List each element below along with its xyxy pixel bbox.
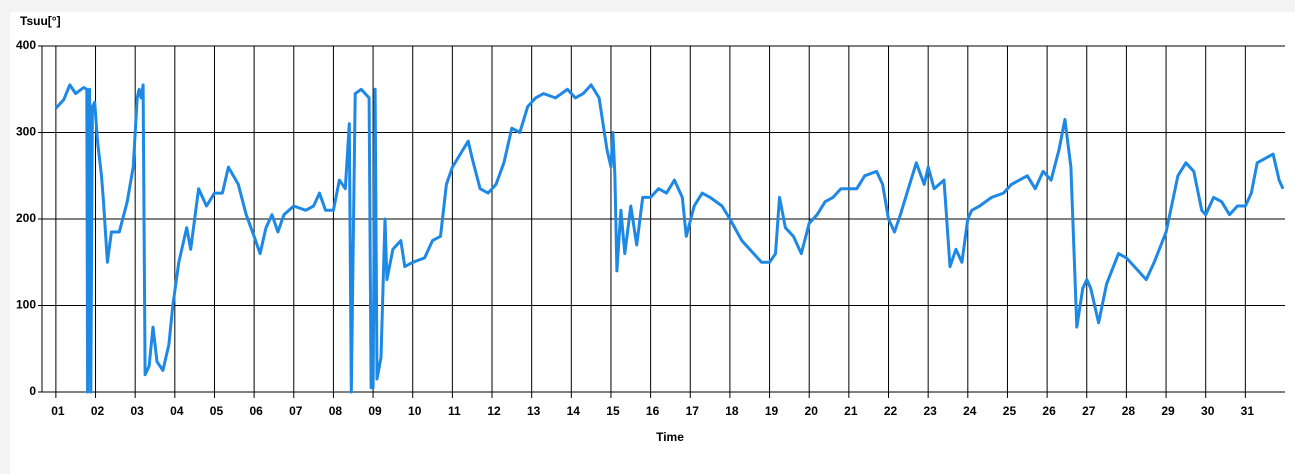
x-tick-label: 01 xyxy=(51,404,65,418)
y-tick-label: 300 xyxy=(16,125,36,139)
x-tick-label: 04 xyxy=(170,404,184,418)
x-tick-label: 25 xyxy=(1003,404,1017,418)
data-line xyxy=(54,83,1285,394)
x-tick-label: 14 xyxy=(567,404,581,418)
x-tick-label: 07 xyxy=(289,404,303,418)
x-tick-label: 08 xyxy=(329,404,343,418)
x-tick-label: 10 xyxy=(408,404,422,418)
x-tick-label: 13 xyxy=(527,404,541,418)
x-axis-label: Time xyxy=(656,430,684,444)
y-tick-label: 200 xyxy=(16,211,36,225)
x-tick-label: 05 xyxy=(210,404,224,418)
x-tick-label: 28 xyxy=(1122,404,1136,418)
x-tick-label: 27 xyxy=(1082,404,1096,418)
x-tick-label: 21 xyxy=(844,404,858,418)
y-tick-label: 100 xyxy=(16,298,36,312)
x-tick-label: 06 xyxy=(249,404,263,418)
x-tick-label: 24 xyxy=(963,404,977,418)
x-tick-label: 22 xyxy=(884,404,898,418)
x-tick-label: 18 xyxy=(725,404,739,418)
x-tick-label: 02 xyxy=(91,404,105,418)
x-tick-label: 29 xyxy=(1161,404,1175,418)
x-tick-label: 23 xyxy=(923,404,937,418)
chart-panel xyxy=(10,12,1295,474)
x-tick-label: 30 xyxy=(1201,404,1215,418)
x-tick-label: 12 xyxy=(487,404,501,418)
x-tick-label: 09 xyxy=(368,404,382,418)
x-tick-label: 17 xyxy=(686,404,700,418)
x-tick-label: 16 xyxy=(646,404,660,418)
x-tick-label: 15 xyxy=(606,404,620,418)
x-tick-label: 26 xyxy=(1042,404,1056,418)
chart-title: Tsuu[°] xyxy=(20,14,61,28)
y-tick-label: 400 xyxy=(16,38,36,52)
x-tick-label: 19 xyxy=(765,404,779,418)
y-tick-label: 0 xyxy=(29,384,36,398)
x-tick-label: 11 xyxy=(448,404,461,418)
x-tick-label: 31 xyxy=(1241,404,1255,418)
x-tick-label: 20 xyxy=(805,404,819,418)
x-tick-label: 03 xyxy=(130,404,144,418)
